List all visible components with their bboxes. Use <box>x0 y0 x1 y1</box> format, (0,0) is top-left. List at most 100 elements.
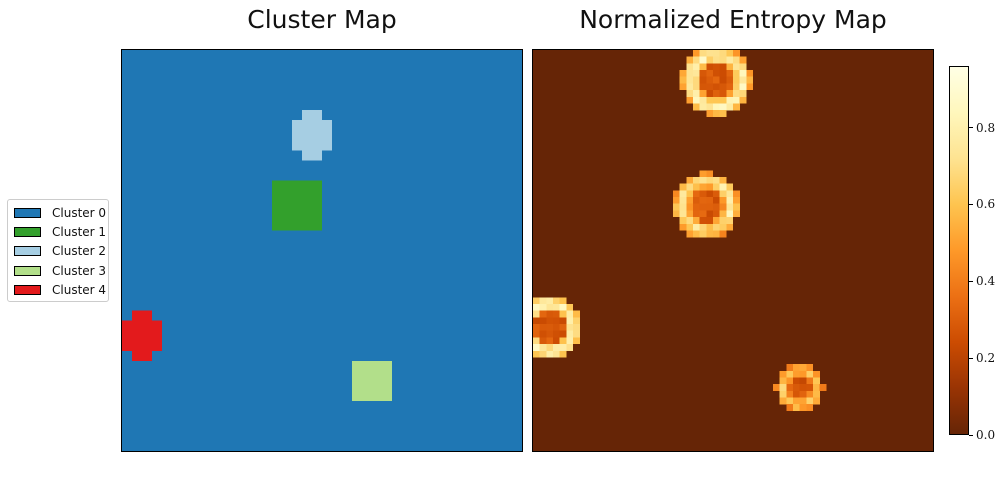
entropy-cell <box>566 337 574 345</box>
entropy-map-plot <box>532 49 934 452</box>
cluster-cell <box>312 120 323 131</box>
cluster-cell <box>292 200 303 211</box>
entropy-cell <box>546 303 554 311</box>
cluster-cell <box>312 110 323 121</box>
entropy-cell <box>673 197 680 204</box>
entropy-cell <box>786 370 794 378</box>
entropy-cell <box>679 217 687 224</box>
entropy-cell <box>706 56 714 64</box>
entropy-cell <box>713 176 720 184</box>
cluster-cell <box>292 210 303 221</box>
entropy-cell <box>746 70 754 77</box>
entropy-cell <box>693 223 700 231</box>
entropy-cell <box>799 370 807 378</box>
entropy-cell <box>699 63 707 71</box>
entropy-cell <box>719 190 727 198</box>
entropy-cell <box>673 210 680 218</box>
entropy-cell <box>533 337 540 345</box>
entropy-cell <box>693 197 700 204</box>
entropy-cell <box>553 324 560 331</box>
legend-swatch-cluster-3 <box>14 265 41 276</box>
entropy-cell <box>699 56 707 64</box>
entropy-cell <box>719 230 727 238</box>
entropy-cell <box>806 404 814 412</box>
entropy-cell <box>539 337 547 345</box>
entropy-cell <box>739 63 747 71</box>
entropy-cell <box>566 330 574 338</box>
entropy-cell <box>706 63 714 71</box>
entropy-cell <box>719 56 727 64</box>
cluster-cell <box>302 130 313 141</box>
entropy-cell <box>786 397 794 405</box>
entropy-cell <box>699 230 707 238</box>
entropy-cell <box>693 50 700 57</box>
colorbar-tick-mark <box>969 357 973 359</box>
entropy-cell <box>559 310 567 318</box>
entropy-cell <box>539 303 547 311</box>
entropy-cell <box>786 390 794 398</box>
entropy-cell <box>686 183 694 191</box>
entropy-cell <box>726 190 734 198</box>
entropy-cell <box>726 203 734 211</box>
entropy-cell <box>733 50 740 57</box>
entropy-cell <box>713 56 720 64</box>
entropy-cell <box>559 303 567 311</box>
legend-swatch-cluster-4 <box>14 285 41 296</box>
entropy-cell <box>559 324 567 331</box>
cluster-cell <box>312 210 323 221</box>
entropy-cell <box>719 203 727 211</box>
entropy-cell <box>539 344 547 351</box>
cluster-cell <box>152 330 163 341</box>
colorbar-tick-label: 0.0 <box>976 428 996 442</box>
entropy-cell <box>706 170 714 178</box>
cluster-cell <box>302 150 313 161</box>
entropy-cell <box>706 83 714 91</box>
entropy-cell <box>679 190 687 198</box>
entropy-cell <box>679 183 687 191</box>
cluster-cell <box>302 190 313 201</box>
entropy-cell <box>713 203 720 211</box>
entropy-cell <box>566 324 574 331</box>
cluster-cell <box>302 200 313 211</box>
entropy-cell <box>706 190 714 198</box>
legend-label-cluster-0: Cluster 0 <box>52 205 107 220</box>
entropy-cell <box>679 223 687 231</box>
entropy-cell <box>719 50 727 57</box>
entropy-cell <box>773 384 780 391</box>
cluster-cell <box>322 130 333 141</box>
entropy-cell <box>686 63 694 71</box>
cluster-cell <box>122 330 133 341</box>
entropy-cell <box>813 397 820 405</box>
entropy-cell <box>686 223 694 231</box>
entropy-cell <box>726 83 734 91</box>
colorbar-tick-mark <box>969 127 973 128</box>
entropy-cell <box>733 210 740 218</box>
cluster-cell <box>122 320 133 331</box>
entropy-cell <box>726 183 734 191</box>
cluster-cell <box>302 120 313 131</box>
entropy-cell <box>699 217 707 224</box>
entropy-cell <box>693 183 700 191</box>
entropy-cell <box>813 370 820 378</box>
entropy-cell <box>686 217 694 224</box>
cluster-cell <box>312 200 323 211</box>
cluster-map-plot <box>121 49 523 452</box>
entropy-cell <box>546 324 554 331</box>
cluster-cell <box>302 140 313 151</box>
legend-label-cluster-3: Cluster 3 <box>52 263 107 278</box>
entropy-cell <box>533 350 540 358</box>
entropy-cell <box>726 76 734 84</box>
entropy-cell <box>539 330 547 338</box>
entropy-cell <box>799 384 807 391</box>
entropy-cell <box>726 70 734 77</box>
legend-item-cluster-2: Cluster 2 <box>8 242 108 261</box>
cluster-cell <box>312 190 323 201</box>
entropy-cell <box>553 303 560 311</box>
entropy-cell <box>719 70 727 77</box>
entropy-cell <box>573 324 580 331</box>
entropy-cell <box>679 210 687 218</box>
entropy-cell <box>779 370 787 378</box>
entropy-cell <box>566 310 574 318</box>
entropy-cell <box>679 83 687 91</box>
entropy-cell <box>546 330 554 338</box>
